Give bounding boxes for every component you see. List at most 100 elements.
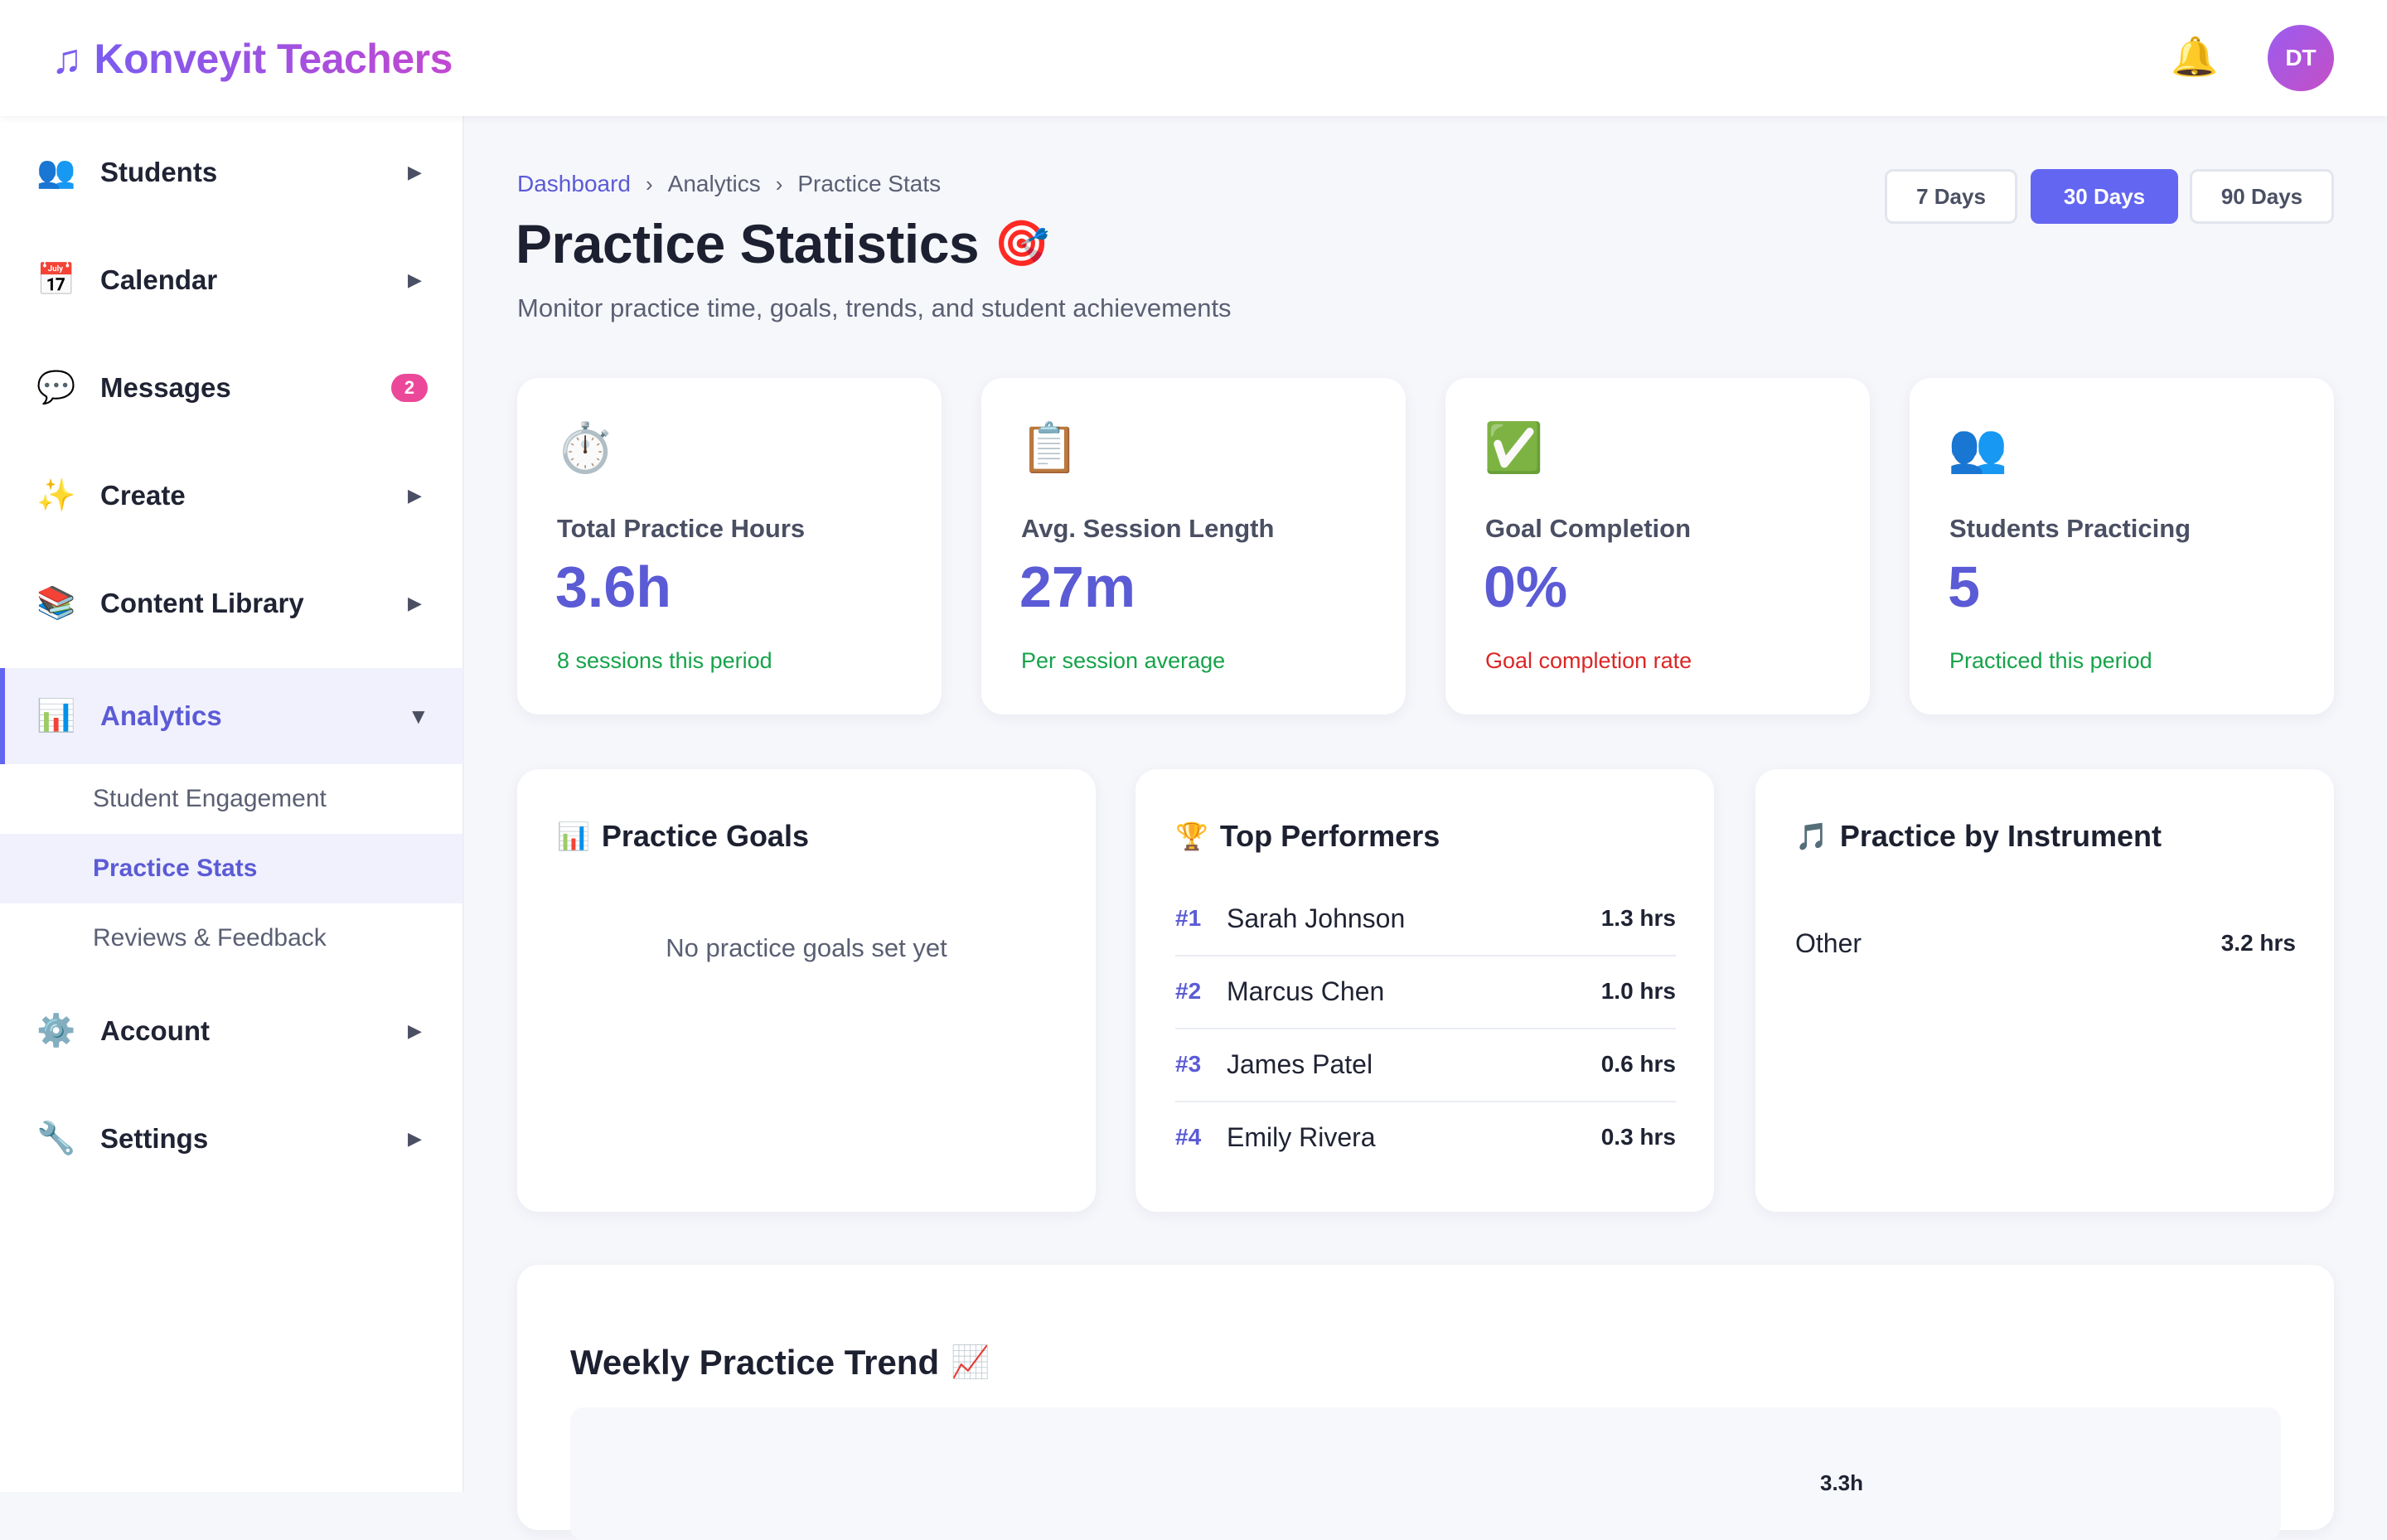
instrument-name: Other bbox=[1795, 927, 1862, 958]
chevron-right-icon: ▶ bbox=[408, 162, 422, 182]
breadcrumb-analytics: Analytics bbox=[667, 171, 761, 196]
stopwatch-icon: ⏱️ bbox=[555, 421, 616, 475]
sidebar-subitem-label: Student Engagement bbox=[93, 785, 327, 812]
people-icon: 👥 bbox=[36, 155, 76, 190]
stat-note: 8 sessions this period bbox=[557, 648, 772, 673]
performer-row[interactable]: #2 Marcus Chen 1.0 hrs bbox=[1175, 955, 1676, 1029]
app-name: Konveyit Teachers bbox=[94, 36, 453, 82]
sidebar-item-label: Analytics bbox=[100, 700, 222, 731]
breadcrumb-current: Practice Stats bbox=[797, 171, 942, 196]
clipboard-icon: 📋 bbox=[1019, 421, 1080, 475]
panel-title-text: Top Performers bbox=[1219, 819, 1440, 853]
performer-row[interactable]: #4 Emily Rivera 0.3 hrs bbox=[1175, 1101, 1676, 1174]
sidebar-subitem-student-engagement[interactable]: Student Engagement bbox=[0, 764, 462, 834]
performer-rank: #1 bbox=[1175, 905, 1202, 931]
performer-hours: 0.6 hrs bbox=[1600, 1051, 1676, 1077]
sidebar-item-label: Students bbox=[100, 157, 218, 187]
sparkles-icon: ✨ bbox=[36, 478, 76, 513]
sidebar-item-analytics[interactable]: 📊 Analytics ▼ bbox=[0, 668, 462, 764]
stat-label: Avg. Session Length bbox=[1021, 514, 1275, 543]
wrench-icon: 🔧 bbox=[36, 1121, 76, 1156]
range-90-days-button[interactable]: 90 Days bbox=[2190, 169, 2334, 224]
sidebar-item-calendar[interactable]: 📅 Calendar ▶ bbox=[0, 230, 462, 330]
panel-title-text: Practice by Instrument bbox=[1839, 819, 2162, 853]
breadcrumb-dashboard[interactable]: Dashboard bbox=[517, 171, 631, 196]
performer-hours: 1.0 hrs bbox=[1600, 978, 1676, 1004]
bar-chart-icon: 📊 bbox=[36, 699, 76, 734]
performer-rank: #4 bbox=[1175, 1124, 1202, 1150]
breadcrumb: Dashboard › Analytics › Practice Stats bbox=[517, 167, 941, 201]
chevron-right-icon: ▶ bbox=[408, 485, 422, 506]
stat-card-avg-session: 📋 Avg. Session Length 27m Per session av… bbox=[981, 378, 1406, 714]
weekly-trend-card: Weekly Practice Trend 📈 3.3h bbox=[517, 1265, 2334, 1540]
stat-label: Goal Completion bbox=[1485, 514, 1691, 543]
practice-by-instrument-panel: 🎵 Practice by Instrument Other 3.2 hrs bbox=[1755, 769, 2334, 1212]
calendar-icon: 📅 bbox=[36, 263, 76, 298]
performer-hours: 1.3 hrs bbox=[1600, 905, 1676, 931]
stat-value: 27m bbox=[1019, 554, 1136, 619]
panel-title: 🏆 Top Performers bbox=[1175, 816, 1440, 857]
panel-title-text: Practice Goals bbox=[601, 819, 809, 853]
stat-label: Total Practice Hours bbox=[557, 514, 806, 543]
performer-row[interactable]: #1 Sarah Johnson 1.3 hrs bbox=[1175, 882, 1676, 956]
sidebar-subitem-label: Practice Stats bbox=[93, 855, 258, 882]
sidebar-subitem-reviews-feedback[interactable]: Reviews & Feedback bbox=[0, 903, 462, 973]
books-icon: 📚 bbox=[36, 586, 76, 621]
speech-bubble-icon: 💬 bbox=[36, 370, 76, 405]
instrument-row: Other 3.2 hrs bbox=[1795, 910, 2296, 976]
sidebar-item-messages[interactable]: 💬 Messages 2 bbox=[0, 338, 462, 438]
range-30-days-button[interactable]: 30 Days bbox=[2031, 169, 2178, 224]
stat-value: 0% bbox=[1484, 554, 1568, 619]
chevron-right-icon: ▶ bbox=[408, 1128, 422, 1149]
stat-card-goal-completion: ✅ Goal Completion 0% Goal completion rat… bbox=[1445, 378, 1870, 714]
unread-badge: 2 bbox=[391, 374, 428, 402]
sidebar-item-label: Calendar bbox=[100, 264, 218, 295]
bar-chart-icon: 📊 bbox=[557, 821, 590, 851]
bell-icon[interactable]: 🔔 bbox=[2171, 34, 2219, 78]
gear-icon: ⚙️ bbox=[36, 1014, 76, 1048]
sidebar-item-content-library[interactable]: 📚 Content Library ▶ bbox=[0, 554, 462, 653]
chart-increasing-icon: 📈 bbox=[951, 1345, 990, 1380]
performer-rank: #3 bbox=[1175, 1051, 1202, 1077]
trend-chart-area: 3.3h bbox=[570, 1407, 2281, 1540]
trend-title: Weekly Practice Trend 📈 bbox=[570, 1338, 990, 1387]
sidebar-subitem-practice-stats[interactable]: Practice Stats bbox=[0, 834, 462, 903]
sidebar-item-account[interactable]: ⚙️ Account ▶ bbox=[0, 981, 462, 1081]
sidebar-item-students[interactable]: 👥 Students ▶ bbox=[0, 123, 462, 222]
trend-chart-svg: 3.3h bbox=[1820, 1470, 1863, 1495]
chevron-right-icon: ▶ bbox=[408, 269, 422, 290]
performer-name: Marcus Chen bbox=[1227, 976, 1385, 1006]
top-bar: ♫ Konveyit Teachers 🔔 DT bbox=[0, 0, 2387, 116]
performer-hours: 0.3 hrs bbox=[1600, 1124, 1676, 1150]
sidebar-item-settings[interactable]: 🔧 Settings ▶ bbox=[0, 1089, 462, 1189]
sidebar: 👥 Students ▶ 📅 Calendar ▶ 💬 Messages 2 ✨… bbox=[0, 116, 464, 1492]
trophy-icon: 🏆 bbox=[1175, 821, 1208, 851]
performer-name: Sarah Johnson bbox=[1227, 903, 1406, 933]
page-title: Practice Statistics 🎯 bbox=[516, 211, 1049, 277]
target-icon: 🎯 bbox=[994, 218, 1050, 269]
empty-state-message: No practice goals set yet bbox=[666, 933, 947, 962]
chevron-right-icon: › bbox=[775, 171, 783, 196]
stat-value: 5 bbox=[1948, 554, 1980, 619]
performer-row[interactable]: #3 James Patel 0.6 hrs bbox=[1175, 1028, 1676, 1102]
chevron-down-icon: ▼ bbox=[408, 703, 429, 729]
stat-label: Students Practicing bbox=[1949, 514, 2191, 543]
panel-title: 🎵 Practice by Instrument bbox=[1795, 816, 2162, 857]
sidebar-item-label: Settings bbox=[100, 1123, 209, 1154]
avatar[interactable]: DT bbox=[2268, 25, 2334, 91]
stat-note: Practiced this period bbox=[1949, 648, 2152, 673]
performer-name: James Patel bbox=[1227, 1048, 1373, 1079]
stat-note: Per session average bbox=[1021, 648, 1226, 673]
chevron-right-icon: ▶ bbox=[408, 593, 422, 613]
people-icon: 👥 bbox=[1948, 421, 2008, 475]
range-7-days-button[interactable]: 7 Days bbox=[1885, 169, 2017, 224]
stat-value: 3.6h bbox=[555, 554, 672, 619]
top-performers-panel: 🏆 Top Performers #1 Sarah Johnson 1.3 hr… bbox=[1135, 769, 1714, 1212]
sidebar-item-label: Account bbox=[100, 1015, 210, 1046]
sidebar-item-label: Content Library bbox=[100, 588, 304, 618]
chevron-right-icon: ▶ bbox=[408, 1020, 422, 1041]
brand[interactable]: ♫ Konveyit Teachers bbox=[51, 31, 453, 86]
sidebar-item-create[interactable]: ✨ Create ▶ bbox=[0, 446, 462, 545]
page-subtitle: Monitor practice time, goals, trends, an… bbox=[517, 293, 1232, 322]
practice-goals-panel: 📊 Practice Goals No practice goals set y… bbox=[517, 769, 1096, 1212]
